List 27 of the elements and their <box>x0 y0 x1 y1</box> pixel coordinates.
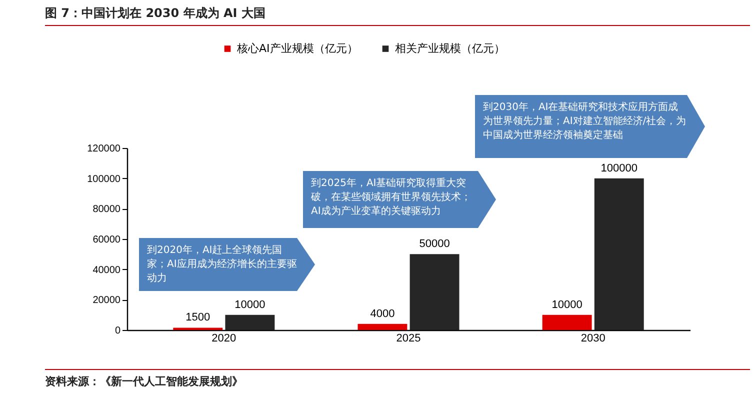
data-label: 10000 <box>234 298 266 311</box>
x-tick-label: 2025 <box>396 332 421 344</box>
data-label: 100000 <box>600 162 638 174</box>
data-label: 10000 <box>552 298 582 311</box>
y-tick-label: 80000 <box>92 204 121 216</box>
bar <box>594 178 644 330</box>
bar <box>358 324 408 330</box>
y-tick-label: 40000 <box>92 264 121 276</box>
bar <box>225 314 275 330</box>
text: 资料来源：《新一代人工智能发展规划》 <box>45 369 750 389</box>
text: 到2030年，AI在基础研究和技术应用方面成为世界领先力量；AI对建立智能经济/社会，为中国成为世界经济领袖奠定基础 <box>482 100 688 143</box>
y-tick-label: 20000 <box>92 295 121 306</box>
legend-label: 核心AI产业规模（亿元） <box>236 42 358 55</box>
bar <box>542 314 592 330</box>
bar <box>410 254 460 330</box>
chart-title: 图 7：中国计划在 2030 年成为 AI 大国 <box>45 5 750 26</box>
x-tick-label: 2020 <box>212 332 236 344</box>
data-label: 50000 <box>419 238 450 250</box>
y-tick-label: 0 <box>114 326 121 336</box>
data-label: 4000 <box>370 308 395 320</box>
y-tick-label: 60000 <box>92 234 121 246</box>
x-tick-label: 2030 <box>580 332 606 344</box>
y-tick-label: 120000 <box>87 144 121 154</box>
y-tick-label: 100000 <box>87 174 121 185</box>
annotation: 到2025年，AI基础研究取得重大突破，在某些领域拥有世界领先技术；AI成为产业变革的关键驱动力 <box>310 176 472 219</box>
legend-label: 相关产业规模（亿元） <box>395 42 505 55</box>
data-label: 1500 <box>186 312 210 324</box>
